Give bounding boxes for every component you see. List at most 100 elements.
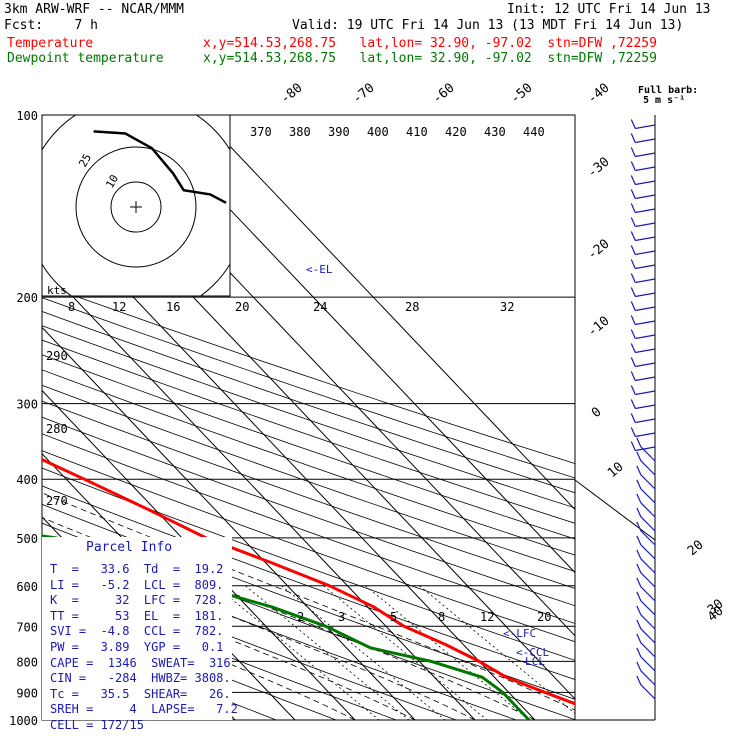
wind-barb-staff (635, 433, 655, 436)
wind-barb-staff (635, 321, 655, 324)
wind-barb (631, 343, 655, 352)
theta-label: 410 (406, 125, 428, 139)
wind-barb (631, 259, 655, 268)
wind-barb-staff (635, 181, 655, 184)
wind-barb-flag (631, 203, 635, 212)
pressure-tick-label: 700 (16, 620, 38, 634)
theta-label: 420 (445, 125, 467, 139)
wind-barb (631, 371, 655, 380)
wind-barb-flag (637, 648, 641, 657)
wind-barb-staff (635, 139, 655, 142)
wind-barb-staff (641, 671, 655, 685)
wind-barb-flag (631, 259, 635, 268)
wind-barb-staff (635, 307, 655, 310)
wind-barb (631, 287, 655, 296)
wind-barb-staff (635, 349, 655, 352)
wind-barb (631, 329, 655, 338)
mixing-ratio-label: 12 (480, 610, 494, 624)
wind-barb-staff (641, 517, 655, 531)
parcel-info-row: K = 32 LFC = 728. (50, 593, 223, 607)
wind-barb-flag (631, 301, 635, 310)
parcel-level-annotation: <-EL (306, 263, 333, 276)
parcel-info-row: PW = 3.89 YGP = 0.1 (50, 640, 223, 654)
left-theta-label: 290 (46, 349, 68, 363)
wind-barb-flag (631, 329, 635, 338)
wind-barb (631, 357, 655, 366)
wind-barb (631, 301, 655, 310)
wind-barb-staff (641, 685, 655, 699)
wind-barb-flag (637, 564, 641, 573)
mixing-ratio-label: 20 (537, 610, 551, 624)
wind-barb-flag (637, 480, 641, 489)
theta-label: 380 (289, 125, 311, 139)
right-temperature-label: -10 (585, 313, 613, 340)
wind-barb-staff (635, 167, 655, 170)
wind-barb-staff (635, 209, 655, 212)
wind-barb-flag (631, 245, 635, 254)
wind-barb-flag (637, 536, 641, 545)
hodograph-speed-label: 12 (112, 300, 126, 314)
pressure-tick-label: 800 (16, 655, 38, 669)
wind-barb (631, 427, 655, 436)
wind-barb (631, 161, 655, 170)
wind-barb-flag (637, 494, 641, 503)
parcel-info-row: Tc = 35.5 SHEAR= 26. (50, 687, 231, 701)
parcel-info-row: CELL = 172/15 (50, 718, 144, 732)
wind-barb-staff (641, 475, 655, 489)
wind-barb-flag (637, 452, 641, 461)
wind-barb-staff (635, 195, 655, 198)
wind-barb-flag (637, 620, 641, 629)
wind-barb-flag (637, 634, 641, 643)
wind-barb-staff (641, 573, 655, 587)
wind-barb-staff (641, 545, 655, 559)
wind-barb-flag (631, 399, 635, 408)
mixing-ratio-label: 3 (338, 610, 345, 624)
mixing-ratio-label: 2 (297, 610, 304, 624)
wind-barb-staff (641, 559, 655, 573)
hodograph-speed-label: 32 (500, 300, 514, 314)
wind-barb (637, 676, 655, 699)
wind-barb-flag (631, 343, 635, 352)
hodograph-speed-label: 24 (313, 300, 327, 314)
wind-barb-staff (635, 251, 655, 254)
wind-barb (631, 217, 655, 226)
top-temperature-label: -70 (350, 80, 378, 107)
wind-barb-flag (637, 606, 641, 615)
wind-barb-staff (635, 293, 655, 296)
left-theta-label: 270 (46, 494, 68, 508)
wind-barb-staff (635, 237, 655, 240)
pressure-tick-label: 300 (16, 398, 38, 412)
top-temperature-label: -40 (585, 80, 613, 107)
pressure-tick-label: 1000 (9, 714, 38, 728)
wind-barb-flag (637, 578, 641, 587)
parcel-info-row: T = 33.6 Td = 19.2 (50, 562, 223, 576)
top-temperature-label: -50 (508, 80, 536, 107)
wind-barb-staff (641, 601, 655, 615)
wind-barb-flag (637, 550, 641, 559)
wind-barb-staff (641, 587, 655, 601)
wind-barb-flag (637, 676, 641, 685)
parcel-info-title: Parcel Info (86, 540, 172, 555)
wind-barb-staff (641, 629, 655, 643)
wind-barb-staff (635, 447, 655, 450)
wind-barb-flag (631, 189, 635, 198)
wind-barb-flag (637, 592, 641, 601)
hodograph-speed-label: 8 (68, 300, 75, 314)
wind-barb (631, 203, 655, 212)
wind-barb-staff (635, 405, 655, 408)
mixing-ratio-line (215, 586, 379, 720)
barb-panel-edge (575, 480, 655, 720)
wind-barb-staff (635, 363, 655, 366)
theta-label: 370 (250, 125, 272, 139)
wind-barb-staff (641, 447, 655, 461)
barb-header-units: 5 m s⁻¹ (643, 95, 685, 106)
wind-barb-staff (641, 489, 655, 503)
mixing-ratio-label: 8 (438, 610, 445, 624)
parcel-info-row: CIN = -284 HWBZ= 3808. (50, 671, 231, 685)
wind-barb-staff (641, 643, 655, 657)
wind-barb-flag (631, 119, 635, 128)
wind-barb-flag (631, 287, 635, 296)
right-temperature-label: -20 (585, 236, 613, 263)
parcel-level-annotation: LCL (525, 655, 545, 668)
wind-barb-staff (635, 223, 655, 226)
